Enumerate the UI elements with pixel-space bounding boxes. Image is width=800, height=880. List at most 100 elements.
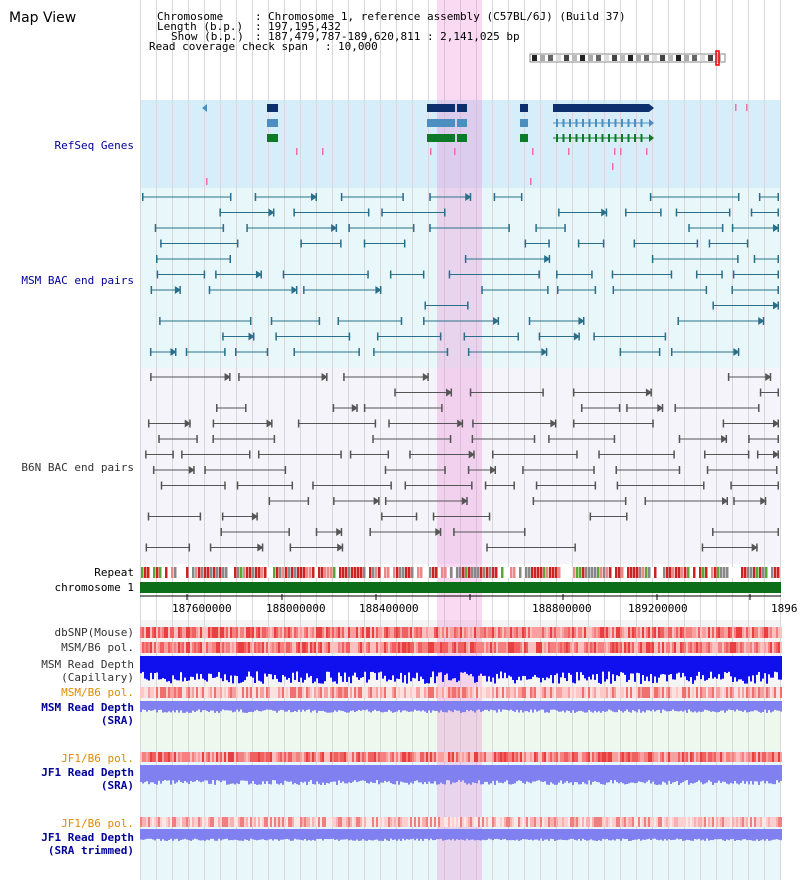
jf1-trimmed-depth-bar [436,829,438,840]
msm-b6-pol-2-heat-cell [342,687,344,698]
jf1-b6-pol-2-heat-cell [168,817,170,827]
jf1-sra-depth-bar [574,765,576,783]
msm-b6-pol-heat-cell [556,642,558,653]
b6n-bac-end [333,497,335,505]
dbsnp-heat-cell [458,627,460,638]
jf1-b6-pol-heat-cell [594,752,596,762]
msm-depth-bar [186,656,188,681]
track-label-refseq-genes[interactable]: RefSeq Genes [54,139,134,152]
jf1-sra-depth-bar [186,765,188,783]
jf1-b6-pol-heat-cell [242,752,244,762]
msm-depth-bar [316,656,318,679]
msm-b6-pol-2-heat-cell [314,687,316,698]
msm-b6-pol-heat-cell [350,642,352,653]
msm-b6-pol-heat-cell [260,642,262,653]
jf1-b6-pol-heat-cell [330,752,332,762]
msm-depth-bar [238,656,240,684]
jf1-b6-pol-heat-cell [490,752,492,762]
jf1-b6-pol-2-heat-cell [676,817,678,827]
track-label-msm-read-depth-sra[interactable]: MSM Read Depth (SRA) [41,701,134,727]
track-label-msm-b6-pol-2[interactable]: MSM/B6 pol. [61,686,134,699]
msm-depth-bar [350,656,352,684]
b6n-bac-end [384,497,387,505]
jf1-sra-depth-bar [196,765,198,781]
dbsnp-heat-cell [366,627,368,638]
gene-exon [595,134,597,142]
repeat-segment [483,567,486,578]
b6n-bac-arrow [435,528,442,536]
msm-b6-pol-2-heat-cell [154,687,156,698]
msm-sra-depth-bar [372,701,374,711]
repeat-segment [462,567,465,578]
track-label-jf1-read-depth-trimmed[interactable]: JF1 Read Depth (SRA trimmed) [41,831,134,857]
jf1-b6-pol-heat-cell [308,752,310,762]
msm-sra-depth-bar [642,701,644,712]
track-label-jf1-b6-pol[interactable]: JF1/B6 pol. [61,752,134,765]
jf1-b6-pol-heat-cell [250,752,252,762]
msm-b6-pol-heat-cell [302,642,304,653]
msm-b6-pol-heat-cell [756,642,758,653]
msm-b6-pol-heat-cell [530,642,532,653]
msm-depth-bar [696,656,698,676]
msm-depth-bar [294,656,296,681]
jf1-trimmed-depth-bar [660,829,662,840]
track-label-msm-read-depth-capillary[interactable]: MSM Read Depth (Capillary) [41,658,134,684]
b6n-bac-end [394,388,396,397]
jf1-b6-pol-2-heat-cell [408,817,410,827]
track-label-jf1-b6-pol-2[interactable]: JF1/B6 pol. [61,817,134,830]
msm-b6-pol-2-heat-cell [628,687,630,698]
track-label-b6n-bac[interactable]: B6N BAC end pairs [21,461,134,474]
dbsnp-heat-cell [356,627,358,638]
repeat-segment [771,567,774,578]
jf1-b6-pol-heat-cell [738,752,740,762]
jf1-b6-pol-heat-cell [522,752,524,762]
ideogram-band [676,55,681,61]
msm-b6-pol-heat-cell [270,642,272,653]
msm-depth-bar [534,656,536,675]
msm-bac-end [348,224,350,232]
jf1-trimmed-depth-bar [276,829,278,840]
msm-b6-pol-2-heat-cell [672,687,674,698]
track-label-msm-bac[interactable]: MSM BAC end pairs [21,274,134,287]
msm-depth-bar [348,656,350,677]
dbsnp-heat-cell [758,627,760,638]
track-label-dbsnp[interactable]: dbSNP(Mouse) [54,626,134,639]
msm-sra-depth-bar [448,701,450,711]
msm-sra-depth-bar [250,701,252,712]
jf1-b6-pol-2-heat-cell [550,817,552,827]
selected-region-highlight[interactable] [437,0,482,880]
msm-bac-end [381,208,383,217]
msm-sra-depth-bar [296,701,298,712]
jf1-b6-pol-heat-cell [412,752,414,762]
msm-b6-pol-2-heat-cell [556,687,558,698]
jf1-b6-pol-heat-cell [482,752,484,762]
msm-depth-bar [574,656,576,684]
jf1-b6-pol-heat-cell [630,752,632,762]
track-label-msm-b6-pol[interactable]: MSM/B6 pol. [61,641,134,654]
msm-b6-pol-2-heat-cell [772,687,774,698]
msm-bac-end [593,332,595,341]
msm-b6-pol-2-heat-cell [208,687,210,698]
msm-depth-bar [586,656,588,681]
msm-depth-bar [410,656,412,682]
track-label-jf1-read-depth-sra[interactable]: JF1 Read Depth (SRA) [41,766,134,792]
jf1-sra-depth-bar [444,765,446,785]
jf1-b6-pol-2-heat-cell [424,817,426,827]
dbsnp-heat-cell [364,627,366,638]
msm-b6-pol-heat-cell [160,642,162,653]
jf1-sra-depth-bar [488,765,490,785]
jf1-b6-pol-2-heat-cell [228,817,230,827]
b6n-bac-end [618,404,621,412]
jf1-sra-depth-bar [284,765,286,781]
jf1-b6-pol-2-heat-cell [576,817,578,827]
jf1-b6-pol-heat-cell [716,752,718,762]
dbsnp-heat-cell [718,627,720,638]
msm-b6-pol-heat-cell [606,642,608,653]
msm-depth-bar [646,656,648,677]
jf1-b6-pol-2-heat-cell [564,817,566,827]
dbsnp-heat-cell [360,627,362,638]
msm-sra-depth-bar [574,701,576,713]
jf1-trimmed-depth-bar [554,829,556,841]
msm-b6-pol-heat-cell [430,642,432,653]
msm-b6-pol-heat-cell [472,642,474,653]
